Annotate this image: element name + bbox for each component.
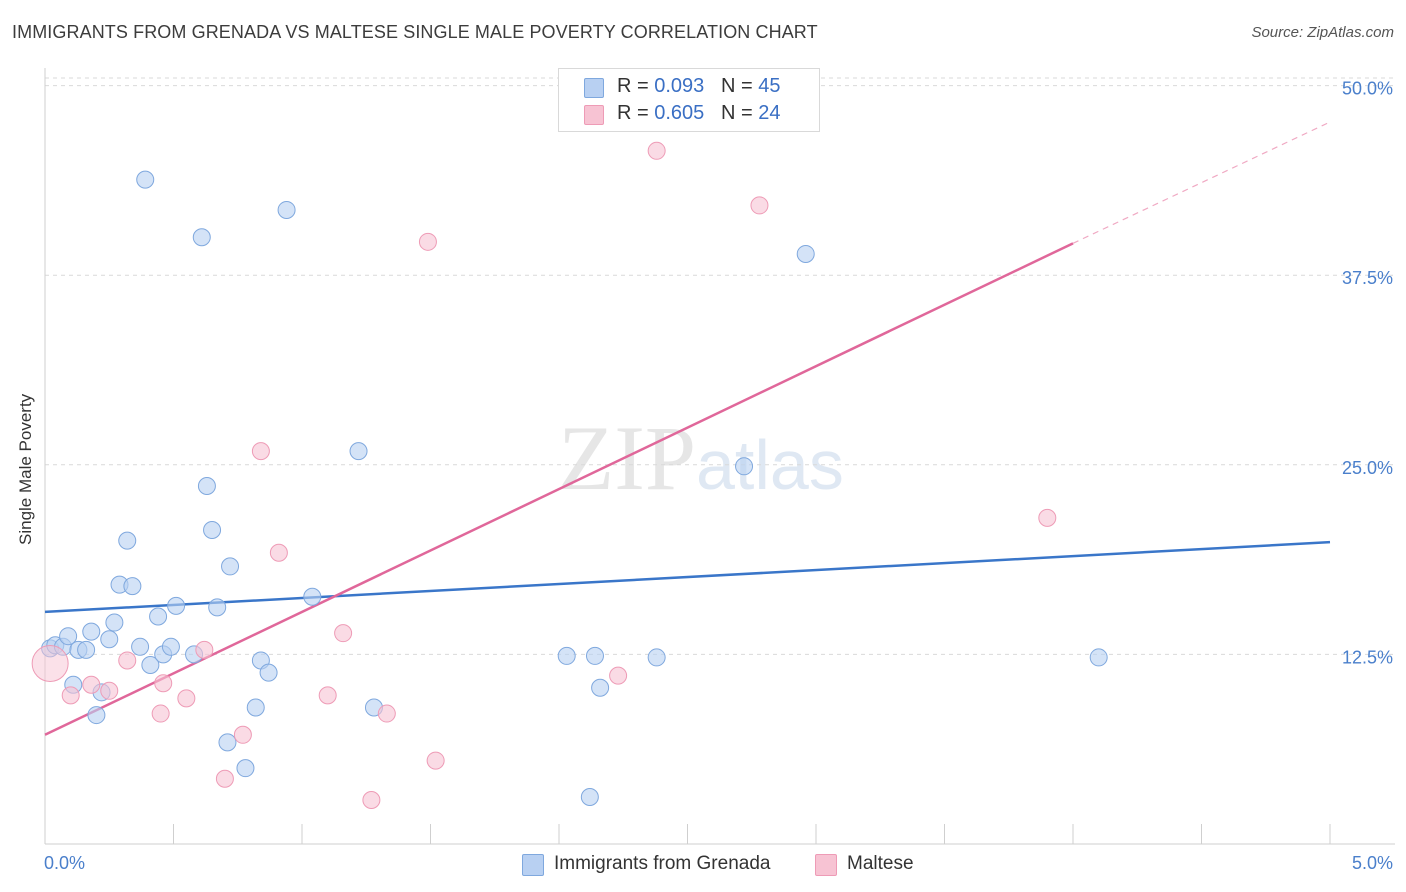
maltese-point bbox=[418, 232, 437, 251]
maltese-point bbox=[750, 196, 769, 215]
maltese-point bbox=[377, 704, 396, 723]
maltese-point bbox=[318, 686, 337, 705]
grenada-point bbox=[141, 656, 160, 675]
grenada-point bbox=[1089, 648, 1108, 667]
grenada-point bbox=[591, 678, 610, 697]
grenada-point bbox=[259, 663, 278, 682]
maltese-point bbox=[334, 624, 353, 643]
legend-text-maltese: R = 0.605 N = 24 bbox=[617, 102, 780, 125]
legend-n-label: N = bbox=[720, 75, 759, 97]
legend-text-grenada: R = 0.093 N = 45 bbox=[617, 75, 780, 98]
grenada-point bbox=[735, 457, 754, 476]
maltese-point bbox=[82, 675, 101, 694]
grenada-point bbox=[82, 622, 101, 641]
chart-source: Source: ZipAtlas.com bbox=[1251, 24, 1394, 41]
grenada-point bbox=[585, 646, 604, 665]
data-points bbox=[31, 106, 1108, 810]
legend-r-value: 0.093 bbox=[654, 75, 705, 97]
tick-labels: 12.5% 25.0% 37.5% 50.0% 0.0% 5.0% bbox=[44, 79, 1393, 873]
maltese-point bbox=[269, 543, 288, 562]
trend-lines bbox=[44, 121, 1331, 736]
grenada-point bbox=[221, 557, 240, 576]
grenada-trend-line bbox=[44, 540, 1331, 614]
legend-n-value: 24 bbox=[758, 102, 781, 124]
legend-r-label: R = bbox=[617, 102, 655, 124]
y-tick-label: 50.0% bbox=[1342, 79, 1393, 99]
maltese-point bbox=[362, 791, 381, 810]
maltese-point bbox=[195, 640, 214, 659]
axes bbox=[44, 68, 1395, 845]
grenada-point bbox=[236, 759, 255, 778]
maltese-point bbox=[31, 644, 69, 682]
maltese-trend-line bbox=[44, 242, 1074, 736]
grenada-point bbox=[303, 587, 322, 606]
grenada-point bbox=[161, 637, 180, 656]
y-tick-label: 37.5% bbox=[1342, 268, 1393, 288]
maltese-point bbox=[251, 442, 270, 461]
grenada-point bbox=[100, 630, 119, 649]
grenada-point bbox=[77, 640, 96, 659]
y-axis-label: Single Male Poverty bbox=[16, 393, 35, 545]
legend-n-label: N = bbox=[720, 102, 759, 124]
maltese-point bbox=[177, 689, 196, 708]
maltese-trend-extension bbox=[1072, 121, 1331, 244]
maltese-point bbox=[1038, 508, 1057, 527]
grenada-point bbox=[246, 698, 265, 717]
grenada-point bbox=[131, 637, 150, 656]
maltese-point bbox=[100, 681, 119, 700]
grenada-point bbox=[203, 521, 222, 540]
grenada-point bbox=[87, 706, 106, 725]
legend-r-label: R = bbox=[617, 75, 655, 97]
maltese-point bbox=[426, 751, 445, 770]
grenada-point bbox=[149, 607, 168, 626]
series-legend: Immigrants from Grenada Maltese bbox=[0, 852, 1406, 878]
watermark-zip: ZIP bbox=[558, 407, 696, 509]
stats-legend: R = 0.093 N = 45 R = 0.605 N = 24 bbox=[558, 68, 820, 132]
legend-swatch-pink bbox=[584, 105, 604, 125]
grenada-point bbox=[208, 598, 227, 617]
legend-r-value: 0.605 bbox=[654, 102, 705, 124]
legend-swatch-pink bbox=[815, 854, 837, 876]
maltese-point bbox=[215, 769, 234, 788]
maltese-point bbox=[647, 141, 666, 160]
grenada-point bbox=[349, 442, 368, 461]
grenada-point bbox=[167, 596, 186, 615]
maltese-point bbox=[118, 651, 137, 670]
legend-label-grenada: Immigrants from Grenada bbox=[554, 853, 771, 874]
x-tick-label: 0.0% bbox=[44, 853, 85, 873]
legend-swatch-blue bbox=[522, 854, 544, 876]
grenada-point bbox=[557, 646, 576, 665]
grenada-point bbox=[218, 733, 237, 752]
maltese-point bbox=[609, 666, 628, 685]
grenada-point bbox=[647, 648, 666, 667]
maltese-point bbox=[154, 674, 173, 693]
x-tick-label: 5.0% bbox=[1352, 853, 1393, 873]
chart-title: IMMIGRANTS FROM GRENADA VS MALTESE SINGL… bbox=[12, 22, 818, 42]
watermark: ZIPatlas bbox=[558, 405, 844, 511]
y-tick-label: 12.5% bbox=[1342, 647, 1393, 667]
grenada-point bbox=[105, 613, 124, 632]
grenada-point bbox=[192, 228, 211, 247]
maltese-point bbox=[151, 704, 170, 723]
grenada-point bbox=[59, 627, 78, 646]
grenada-point bbox=[277, 200, 296, 219]
legend-n-value: 45 bbox=[758, 75, 781, 97]
grenada-point bbox=[796, 244, 815, 263]
y-tick-label: 25.0% bbox=[1342, 458, 1393, 478]
grenada-point bbox=[136, 170, 155, 189]
legend-swatch-blue bbox=[584, 78, 604, 98]
grenada-point bbox=[118, 531, 137, 550]
grid-lines bbox=[45, 77, 1395, 655]
grenada-point bbox=[123, 577, 142, 596]
maltese-point bbox=[61, 686, 80, 705]
maltese-point bbox=[233, 725, 252, 744]
legend-label-maltese: Maltese bbox=[847, 853, 914, 874]
grenada-point bbox=[580, 787, 599, 806]
grenada-point bbox=[197, 477, 216, 496]
